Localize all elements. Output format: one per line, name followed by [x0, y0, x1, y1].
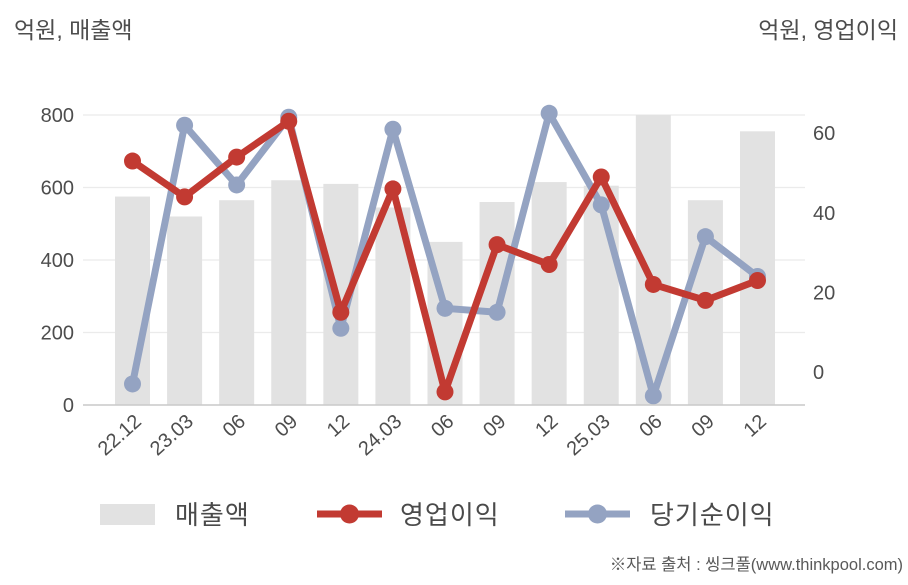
- net-profit-point: [176, 116, 194, 134]
- right-axis-tick-labels: 0 20 40 60: [813, 123, 835, 384]
- operating-profit-point: [488, 236, 506, 254]
- data-source-note: ※자료 출처 : 씽크풀(www.thinkpool.com): [610, 555, 903, 574]
- legend-item-net-profit[interactable]: 당기순이익: [565, 500, 775, 530]
- revenue-bar: [531, 182, 567, 405]
- x-axis-tick-label: 06: [635, 410, 666, 441]
- net-profit-point: [124, 375, 141, 393]
- operating-profit-point: [384, 180, 402, 198]
- operating-profit-point: [228, 148, 246, 166]
- left-axis-tick-label: 0: [63, 395, 74, 417]
- operating-profit-point: [696, 291, 714, 309]
- left-axis-tick-label: 400: [41, 250, 74, 272]
- right-axis-tick-label: 0: [813, 362, 824, 384]
- right-axis-tick-label: 20: [813, 282, 835, 304]
- net-profit-swatch-dot: [588, 504, 607, 524]
- revenue-bar: [219, 200, 255, 405]
- x-axis-tick-label: 12: [323, 410, 354, 441]
- operating-profit-point: [748, 271, 766, 289]
- right-axis-tick-label: 40: [813, 203, 835, 225]
- right-axis-title: 억원, 영업이익: [758, 17, 898, 43]
- legend: 매출액 영업이익 당기순이익: [100, 500, 775, 530]
- x-axis-tick-label: 09: [271, 410, 302, 441]
- legend-label-net-profit: 당기순이익: [650, 500, 775, 530]
- net-profit-point: [488, 303, 506, 321]
- left-axis-tick-label: 600: [41, 178, 74, 200]
- left-axis-title: 억원, 매출액: [14, 17, 133, 43]
- net-profit-point: [332, 319, 350, 337]
- x-axis-tick-label: 22.12: [94, 410, 146, 460]
- revenue-bar: [167, 216, 203, 405]
- operating-profit-point: [332, 303, 350, 321]
- x-axis-tick-label: 12: [740, 410, 771, 441]
- net-profit-point: [696, 228, 714, 246]
- net-profit-point: [436, 299, 454, 317]
- operating-profit-point: [540, 256, 558, 274]
- left-axis-tick-labels: 0 200 400 600 800: [41, 105, 74, 417]
- legend-label-revenue: 매출액: [175, 500, 250, 530]
- left-axis-tick-label: 200: [41, 323, 74, 345]
- legend-item-operating-profit[interactable]: 영업이익: [317, 500, 500, 530]
- left-axis-tick-label: 800: [41, 105, 74, 127]
- operating-profit-swatch-dot: [340, 504, 359, 524]
- net-profit-point: [592, 196, 610, 214]
- revenue-bar: [583, 185, 619, 405]
- net-profit-point: [644, 387, 662, 405]
- legend-label-operating-profit: 영업이익: [400, 500, 500, 530]
- revenue-bars: [115, 115, 775, 405]
- operating-profit-point: [280, 112, 298, 130]
- x-axis-tick-labels: 22.12 23.03 06 09 12 24.03 06 09 12 25.03 06 09 12: [94, 410, 771, 460]
- x-axis-tick-label: 12: [531, 410, 562, 441]
- operating-profit-point: [436, 383, 454, 401]
- revenue-bar: [271, 180, 307, 405]
- legend-item-revenue[interactable]: 매출액: [100, 500, 250, 530]
- x-axis-tick-label: 09: [688, 410, 719, 441]
- operating-profit-point: [124, 152, 141, 170]
- x-axis-tick-label: 06: [427, 410, 458, 441]
- operating-profit-series: [124, 112, 766, 401]
- operating-profit-point: [176, 188, 194, 206]
- x-axis-tick-label: 25.03: [563, 410, 615, 460]
- right-axis-tick-label: 60: [813, 123, 835, 145]
- x-axis-tick-label: 06: [219, 410, 250, 441]
- operating-profit-point: [644, 275, 662, 293]
- operating-profit-point: [592, 168, 610, 186]
- x-axis-tick-label: 23.03: [146, 410, 198, 460]
- net-profit-point: [384, 120, 402, 138]
- x-axis-tick-label: 24.03: [354, 410, 406, 460]
- x-axis-tick-label: 09: [479, 410, 510, 441]
- net-profit-point: [228, 176, 246, 194]
- net-profit-point: [540, 104, 558, 122]
- revenue-swatch: [100, 504, 155, 525]
